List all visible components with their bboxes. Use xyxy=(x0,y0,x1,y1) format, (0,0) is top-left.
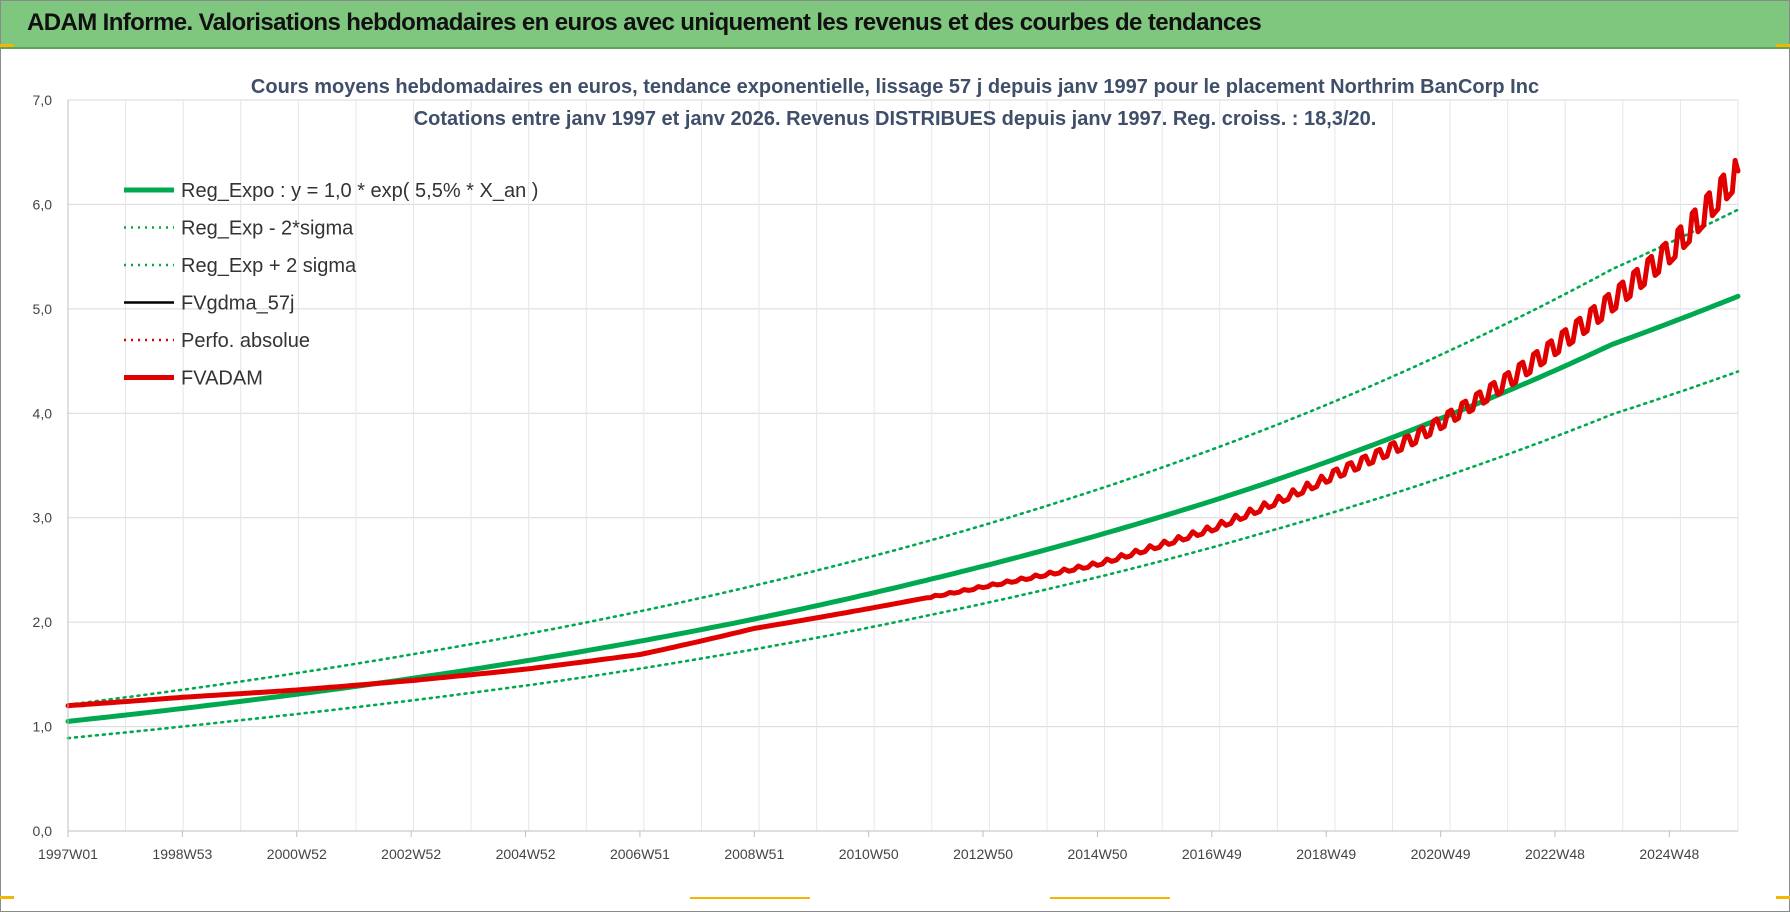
legend-label: Reg_Exp + 2 sigma xyxy=(181,255,357,277)
legend-label: Perfo. absolue xyxy=(181,330,310,352)
series-line xyxy=(65,157,1741,709)
axes: 0,0 1,0 2,0 3,0 4,0 5,0 6,0 7,0 1997W01 1998W53 20… xyxy=(33,92,1738,862)
x-tick-label: 2020W49 xyxy=(1411,846,1471,862)
series-line xyxy=(66,208,1740,706)
report-banner: ADAM Informe. Valorisations hebdomadaire… xyxy=(1,1,1789,49)
y-tick-label: 6,0 xyxy=(33,196,53,212)
x-tick-label: 2006W51 xyxy=(610,846,670,862)
series-line xyxy=(66,159,1740,707)
x-tick-label: 2002W52 xyxy=(381,846,441,862)
report-title: ADAM Informe. Valorisations hebdomadaire… xyxy=(27,9,1262,36)
x-tick-label: 2012W50 xyxy=(953,846,1013,862)
x-tick-label: 2016W49 xyxy=(1182,846,1242,862)
y-tick-label: 4,0 xyxy=(33,405,53,421)
x-tick-label: 2022W48 xyxy=(1525,846,1585,862)
x-tick-label: 2024W48 xyxy=(1639,846,1699,862)
x-tick-label: 2018W49 xyxy=(1296,846,1356,862)
y-tick-label: 3,0 xyxy=(33,510,53,526)
series-line xyxy=(65,293,1741,724)
x-tick-label: 2008W51 xyxy=(724,846,784,862)
corner-mark-bottom-right xyxy=(1776,896,1790,899)
x-tick-label: 1998W53 xyxy=(152,846,212,862)
corner-mark-top-left xyxy=(0,44,14,47)
chart-legend: Reg_Expo : y = 1,0 * exp( 5,5% * X_an ) R… xyxy=(124,180,538,390)
legend-label: FVgdma_57j xyxy=(181,293,294,315)
y-tick-label: 0,0 xyxy=(33,823,53,839)
chart-title: Cours moyens hebdomadaires en euros, ten… xyxy=(251,76,1539,98)
chart-subtitle: Cotations entre janv 1997 et janv 2026. … xyxy=(414,108,1377,130)
series-line xyxy=(66,159,1740,707)
series-lines xyxy=(65,157,1741,740)
legend-label: Reg_Expo : y = 1,0 * exp( 5,5% * X_an ) xyxy=(181,180,538,202)
corner-mark-top-right xyxy=(1776,44,1790,47)
y-tick-label: 2,0 xyxy=(33,614,53,630)
series-line xyxy=(66,370,1740,740)
x-tick-label: 2000W52 xyxy=(267,846,327,862)
x-tick-label: 1997W01 xyxy=(38,846,98,862)
corner-mark-bottom-left xyxy=(0,896,14,899)
x-tick-label: 2010W50 xyxy=(839,846,899,862)
y-tick-label: 5,0 xyxy=(33,301,53,317)
x-tick-label: 2004W52 xyxy=(496,846,556,862)
legend-label: FVADAM xyxy=(181,368,263,390)
grid-lines xyxy=(67,99,1739,832)
bottom-accent-mark xyxy=(690,897,810,899)
y-tick-label: 7,0 xyxy=(33,92,53,108)
x-tick-label: 2014W50 xyxy=(1067,846,1127,862)
legend-label: Reg_Exp - 2*sigma xyxy=(181,218,354,240)
bottom-accent-mark xyxy=(1050,897,1170,899)
y-tick-label: 1,0 xyxy=(33,719,53,735)
